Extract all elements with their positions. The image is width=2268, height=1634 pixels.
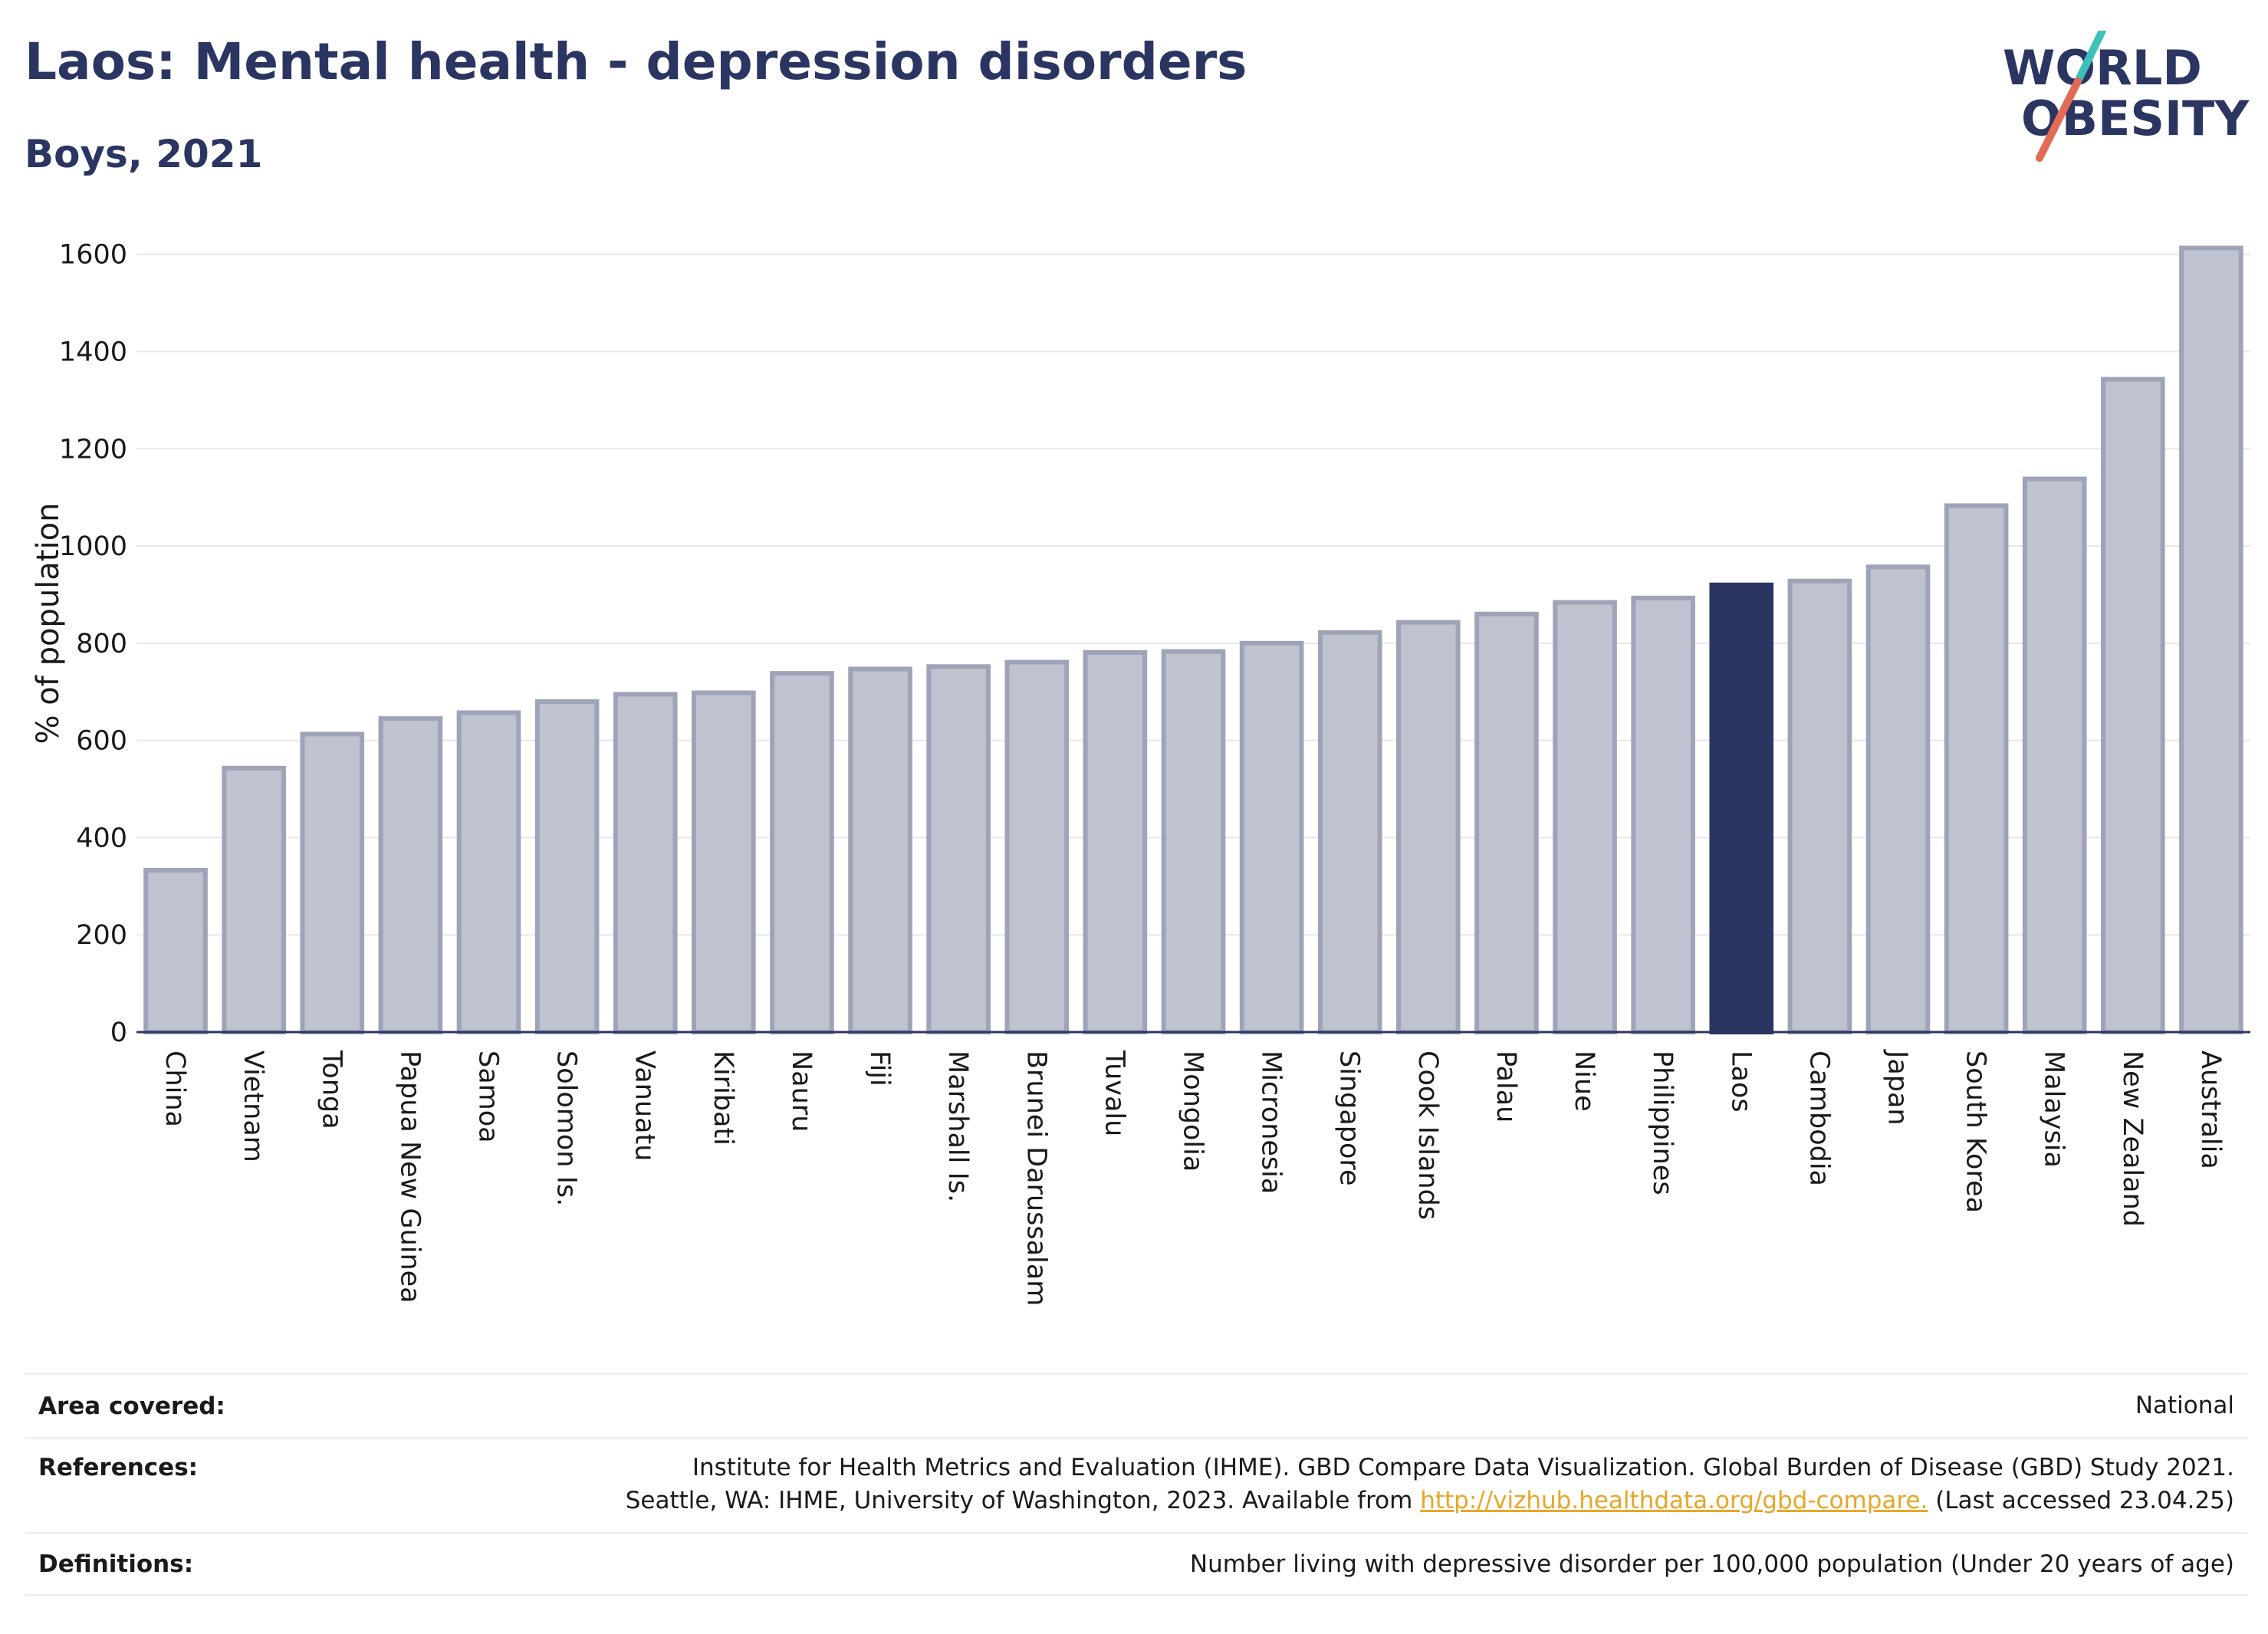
x-tick-label: Vanuatu	[629, 1050, 660, 1161]
x-tick-label: Tonga	[316, 1050, 347, 1129]
bar	[2022, 476, 2087, 1034]
bar	[926, 664, 991, 1034]
references-line-2-post: (Last accessed 23.04.25)	[1928, 1487, 2234, 1514]
x-tick-label: Cook Islands	[1412, 1050, 1443, 1220]
x-tick-label: Vietnam	[238, 1050, 268, 1162]
bar	[848, 666, 912, 1034]
x-tick-label: Samoa	[473, 1050, 504, 1143]
bar	[1317, 630, 1382, 1034]
x-tick-label: China	[159, 1050, 190, 1127]
bar	[1004, 659, 1070, 1035]
logo-text-world: WORLD	[2003, 40, 2202, 96]
bar	[770, 671, 834, 1034]
references-label: References:	[38, 1454, 199, 1481]
x-tick-label: Malaysia	[2039, 1050, 2069, 1168]
y-tick-label: 600	[76, 726, 127, 757]
x-tick-label: Papua New Guinea	[394, 1050, 425, 1304]
definitions-row: Definitions: Number living with depressi…	[25, 1532, 2248, 1596]
x-tick-label: Palau	[1491, 1050, 1521, 1123]
x-tick-label: Marshall Is.	[942, 1050, 973, 1202]
bar	[222, 765, 286, 1035]
references-line-1: Institute for Health Metrics and Evaluat…	[692, 1454, 2234, 1481]
y-tick-label: 1200	[59, 434, 127, 465]
logo-coral-stroke	[2036, 77, 2082, 162]
area-covered-label: Area covered:	[38, 1392, 225, 1420]
world-obesity-logo: WORLD OBESITY	[2003, 31, 2250, 162]
x-tick-label: South Korea	[1961, 1050, 1991, 1213]
bar	[378, 716, 443, 1034]
x-tick-label: Niue	[1569, 1050, 1599, 1112]
bar	[1631, 595, 1695, 1034]
bar	[534, 699, 600, 1034]
x-tick-label: Tuvalu	[1099, 1050, 1129, 1136]
references-line-2: Seattle, WA: IHME, University of Washing…	[626, 1484, 2234, 1517]
area-covered-value: National	[2135, 1392, 2234, 1419]
references-link[interactable]: http://vizhub.healthdata.org/gbd-compare…	[1420, 1487, 1928, 1514]
y-tick-label: 800	[76, 629, 127, 659]
bar	[1865, 564, 1931, 1034]
bar	[613, 692, 678, 1034]
x-tick-label: Micronesia	[1256, 1050, 1287, 1194]
bar	[692, 690, 756, 1034]
bar	[143, 867, 208, 1035]
references-value: Institute for Health Metrics and Evaluat…	[626, 1452, 2234, 1517]
y-tick-label: 1600	[59, 240, 127, 271]
bar	[456, 710, 521, 1034]
bar	[1787, 578, 1852, 1034]
x-tick-label: Kiribati	[708, 1050, 738, 1146]
x-tick-label: Solomon Is.	[551, 1050, 582, 1206]
bars	[143, 245, 2243, 1035]
area-covered-row: Area covered: National	[25, 1373, 2248, 1437]
x-axis-labels: China Vietnam Tonga Papua New Guinea Samoa So…	[159, 1049, 2226, 1306]
bar	[2179, 245, 2243, 1034]
x-tick-label: Nauru	[786, 1050, 817, 1132]
info-table: Area covered: National References: Insti…	[25, 1373, 2248, 1596]
bar	[1474, 611, 1539, 1034]
definitions-label: Definitions:	[38, 1550, 194, 1578]
x-tick-label: Singapore	[1334, 1050, 1365, 1186]
y-tick-label: 200	[76, 920, 127, 951]
page-title: Laos: Mental health - depression disorde…	[25, 32, 1247, 91]
y-tick-label: 1000	[59, 531, 127, 562]
x-tick-label: Laos	[1725, 1050, 1756, 1113]
logo-teal-stroke	[2076, 31, 2106, 82]
x-tick-label: Mongolia	[1178, 1050, 1208, 1172]
bar	[1553, 600, 1617, 1034]
x-tick-label: Australia	[2195, 1050, 2226, 1169]
definitions-value: Number living with depressive disorder p…	[1189, 1550, 2234, 1578]
bar-chart: 0 200 400 600 800 1000 1200 1400 1600 China Vietn…	[31, 240, 2250, 1306]
x-tick-label: New Zealand	[2117, 1050, 2148, 1227]
y-tick-label: 1400	[59, 337, 127, 367]
x-tick-label: Philippines	[1647, 1050, 1678, 1195]
x-tick-label: Cambodia	[1803, 1050, 1834, 1186]
bar	[1396, 620, 1461, 1034]
bar	[1161, 649, 1226, 1034]
y-tick-label: 400	[76, 823, 127, 853]
bar	[1083, 649, 1148, 1034]
y-axis-title: % of population	[31, 503, 66, 745]
x-tick-label: Fiji	[864, 1050, 895, 1087]
bar	[1239, 640, 1304, 1035]
x-tick-label: Brunei Darussalam	[1021, 1050, 1051, 1306]
y-tick-label: 0	[110, 1018, 127, 1048]
y-axis-ticks: 0 200 400 600 800 1000 1200 1400 1600	[59, 240, 127, 1048]
x-tick-label: Japan	[1882, 1049, 1913, 1126]
references-line-2-pre: Seattle, WA: IHME, University of Washing…	[625, 1487, 1421, 1514]
bar-highlight	[1709, 582, 1774, 1034]
bar	[300, 732, 365, 1034]
bar	[2101, 376, 2165, 1034]
bar	[1944, 503, 2009, 1034]
chart-subtitle: Boys, 2021	[25, 132, 263, 176]
references-row: References: Institute for Health Metrics…	[25, 1437, 2248, 1532]
